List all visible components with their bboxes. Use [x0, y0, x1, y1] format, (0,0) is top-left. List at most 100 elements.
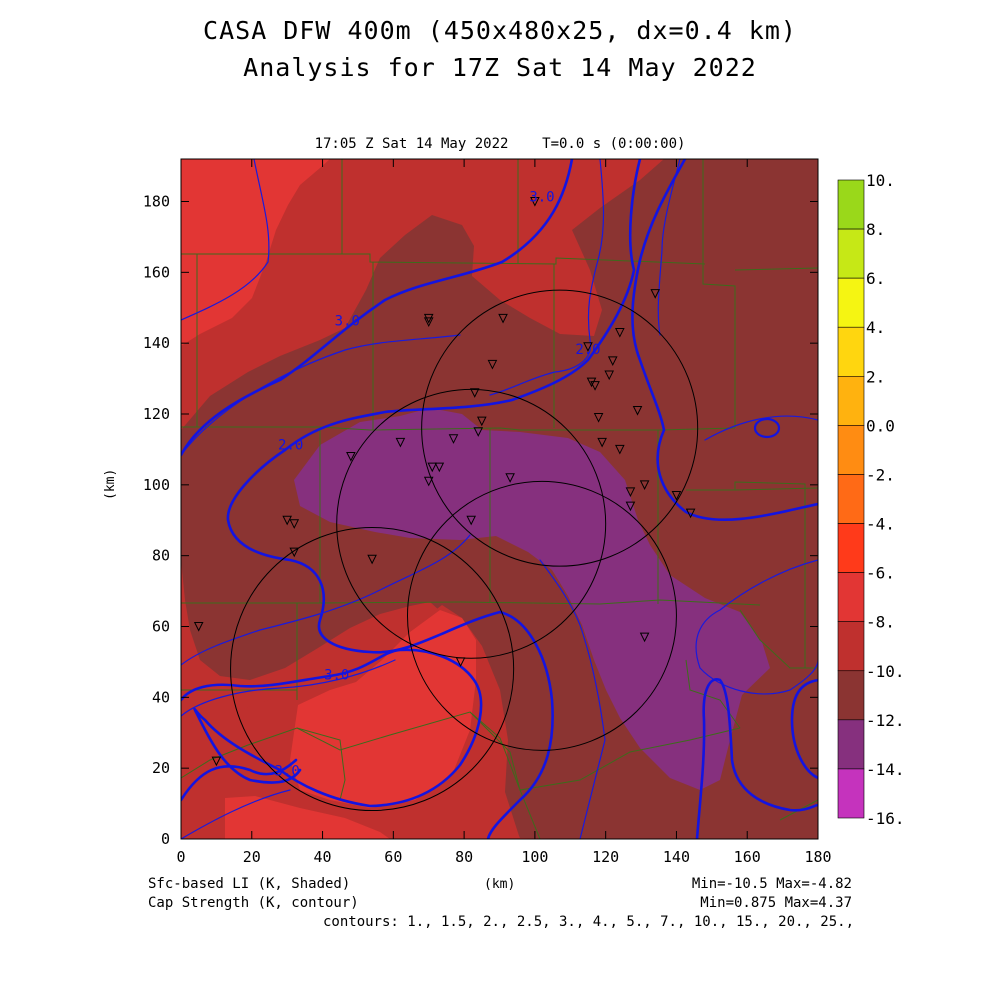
- station-marker: [427, 462, 438, 473]
- shaded-field-label: Sfc-based LI (K, Shaded): [148, 876, 351, 892]
- colorbar: 10. 8. 6. 4. 2. 0.0 -2. -4. -6. -8. -10. -12. -14. -1…: [837, 171, 905, 828]
- y-tick-label: 40: [152, 688, 170, 706]
- station-marker: [289, 547, 300, 558]
- colorbar-swatch: [837, 572, 865, 622]
- colorbar-label: 2.: [866, 367, 885, 386]
- contour-minmax: Min=0.875 Max=4.37: [700, 895, 852, 911]
- station-marker: [625, 501, 636, 512]
- y-tick-label: 180: [143, 193, 170, 211]
- contour-thin: [489, 159, 605, 396]
- county-line: [734, 267, 818, 271]
- contour-thick: [181, 159, 574, 457]
- x-tick-label: 20: [243, 848, 261, 866]
- y-tick-label: 100: [143, 476, 170, 494]
- station-marker: [607, 356, 618, 366]
- contour-label: 2.0: [278, 437, 303, 453]
- station-marker: [487, 359, 498, 370]
- contour-thin: [657, 159, 681, 336]
- station-marker: [498, 313, 508, 324]
- shade-lt-minus6: [181, 159, 330, 346]
- station-marker: [423, 317, 434, 328]
- station-marker: [604, 370, 615, 381]
- station-marker: [448, 434, 459, 444]
- colorbar-swatch: [837, 768, 865, 819]
- contour-label: 3.0: [335, 313, 360, 329]
- shade-lt-minus6: [225, 796, 390, 839]
- station-marker: [193, 622, 204, 632]
- colorbar-swatch: [837, 670, 865, 721]
- radar-ring: [421, 289, 699, 567]
- shade-lt-minus6: [290, 610, 476, 808]
- x-tick-label: 160: [734, 848, 761, 866]
- contour-thin: [181, 659, 396, 717]
- colorbar-label: -16.: [866, 809, 905, 828]
- colorbar-swatch: [837, 474, 865, 524]
- county-line: [181, 426, 736, 431]
- contour-thick: [753, 417, 781, 439]
- contour-thin: [181, 789, 291, 839]
- station-marker: [346, 452, 356, 462]
- y-tick-label: 160: [143, 263, 170, 281]
- y-tick-label: 0: [161, 830, 170, 848]
- county-line: [469, 711, 741, 791]
- station-marker: [671, 490, 682, 501]
- station-marker: [685, 508, 696, 519]
- radar-ring: [406, 480, 677, 751]
- station-marker: [476, 416, 487, 427]
- colorbar-swatch: [837, 326, 865, 377]
- colorbar-swatch: [837, 179, 865, 230]
- station-marker: [473, 427, 484, 437]
- colorbar-swatch: [837, 277, 865, 328]
- county-line: [181, 253, 706, 265]
- colorbar-label: -12.: [866, 711, 905, 730]
- colorbar-label: 8.: [866, 220, 885, 239]
- station-marker: [395, 437, 406, 448]
- colorbar-swatch: [837, 719, 865, 770]
- station-marker: [466, 515, 476, 526]
- contour-label: 3.0: [529, 190, 554, 206]
- station-marker: [469, 388, 480, 398]
- colorbar-swatch: [837, 621, 865, 672]
- station-marker: [282, 515, 292, 526]
- station-marker: [505, 473, 515, 483]
- x-axis-label: (km): [484, 877, 516, 892]
- station-marker: [455, 657, 466, 668]
- contour-levels: contours: 1., 1.5, 2., 2.5, 3., 4., 5., …: [322, 914, 854, 930]
- y-tick-label: 20: [152, 759, 170, 777]
- contour-thick: [631, 159, 818, 522]
- station-marker: [367, 554, 377, 565]
- y-tick-label: 120: [143, 405, 170, 423]
- x-tick-label: 60: [384, 848, 402, 866]
- shaded-field: 3.0 2.0 3.0 2.0 3.0 3.0: [181, 159, 818, 839]
- contour-thin: [539, 559, 606, 839]
- contour-thin: [695, 559, 818, 695]
- contour-label: 2.0: [575, 342, 600, 358]
- contour-field-label: Cap Strength (K, contour): [148, 895, 359, 911]
- station-marker: [434, 462, 445, 473]
- station-marker: [530, 197, 540, 207]
- station-marker: [632, 405, 643, 416]
- station-marker: [583, 342, 593, 352]
- station-marker: [615, 328, 625, 338]
- y-axis-label: (km): [103, 468, 118, 500]
- station-marker: [423, 476, 434, 487]
- station-marker: [625, 487, 636, 498]
- colorbar-label: 10.: [866, 171, 895, 190]
- station-marker: [597, 437, 607, 448]
- colorbar-swatch: [837, 425, 865, 475]
- station-marker: [590, 381, 600, 391]
- radar-ring: [230, 526, 515, 812]
- valid-time-subtitle: 17:05 Z Sat 14 May 2022 T=0.0 s (0:00:00…: [314, 136, 686, 152]
- station-marker: [615, 444, 625, 455]
- colorbar-label: -10.: [866, 662, 905, 681]
- colorbar-swatch: [837, 376, 865, 426]
- contour-thick: [790, 678, 818, 780]
- colorbar-label: -2.: [866, 465, 895, 484]
- colorbar-label: -6.: [866, 564, 895, 583]
- y-tick-label: 80: [152, 547, 170, 565]
- station-marker: [211, 756, 222, 767]
- contour-labels: 3.0 2.0 3.0 2.0 3.0 3.0: [275, 190, 601, 780]
- contour-thin: [181, 334, 461, 456]
